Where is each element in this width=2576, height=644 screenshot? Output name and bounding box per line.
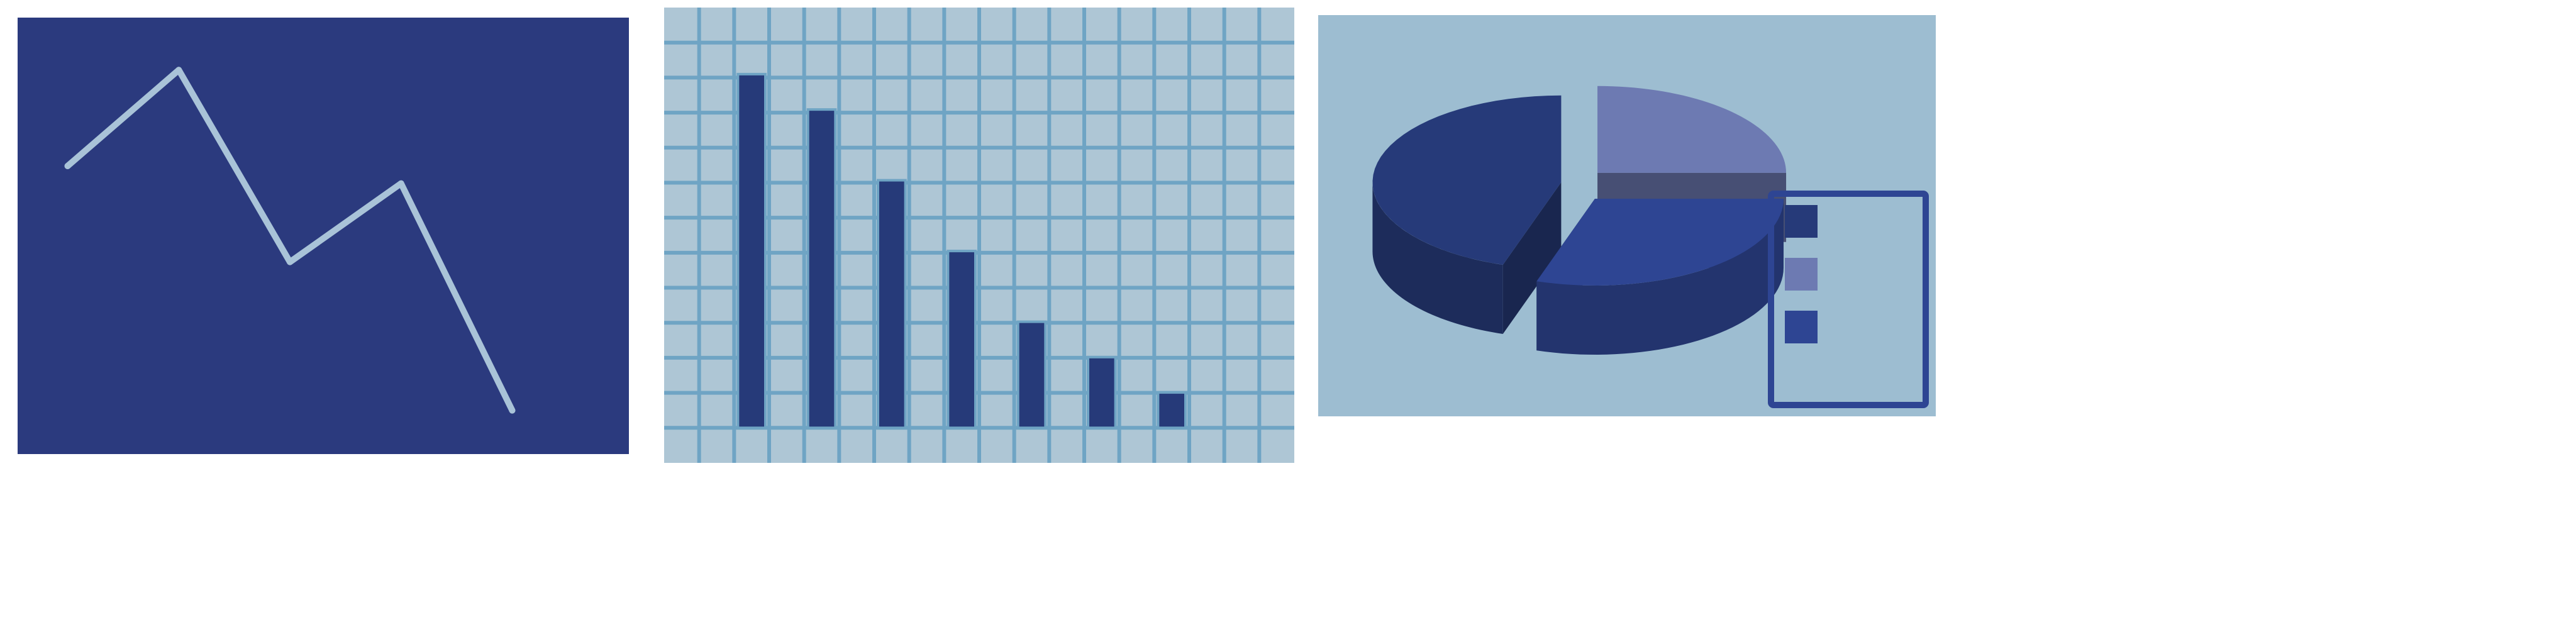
- bar-chart-canvas: [664, 8, 1294, 463]
- bar-plot: [736, 72, 1187, 430]
- pie-slice-1-top: [1372, 95, 1562, 265]
- bar-2: [806, 108, 837, 430]
- pie-slice-3: [1536, 199, 1784, 355]
- pie-plot: [1372, 86, 1787, 355]
- pie-slice-3-top: [1536, 199, 1784, 286]
- pie-slice-3-side: [1536, 199, 1784, 355]
- pie-legend-swatch-3: [1785, 311, 1818, 343]
- line-chart-canvas: [18, 18, 629, 454]
- line-point-5: [509, 407, 516, 414]
- bar-1: [736, 72, 767, 430]
- bar-chart: [664, 8, 1294, 463]
- pie-chart-canvas: [1318, 15, 1936, 416]
- pie-slice-1: [1372, 95, 1562, 334]
- line-point-1: [64, 162, 71, 169]
- bar-3: [877, 179, 907, 430]
- line-chart: [18, 18, 629, 454]
- pie-slice-2-top: [1597, 86, 1787, 173]
- bar-5: [1016, 320, 1047, 430]
- bar-7: [1157, 391, 1187, 430]
- bar-chart-grid: [664, 8, 1294, 463]
- pie-chart: [1318, 15, 1936, 416]
- pie-legend-frame: [1768, 191, 1929, 408]
- bar-4: [947, 250, 977, 430]
- pie-legend-swatch-1: [1785, 205, 1818, 238]
- bar-6: [1087, 355, 1117, 430]
- line-plot: [64, 67, 516, 414]
- line-point-4: [397, 180, 404, 187]
- pie-legend-swatch-2: [1785, 258, 1818, 291]
- pie-legend: [1768, 191, 1929, 408]
- line-point-3: [286, 258, 293, 265]
- pie-slice-1-side: [1372, 182, 1503, 334]
- pie-slice-1-wall-1: [1502, 182, 1562, 334]
- line-point-2: [175, 67, 182, 74]
